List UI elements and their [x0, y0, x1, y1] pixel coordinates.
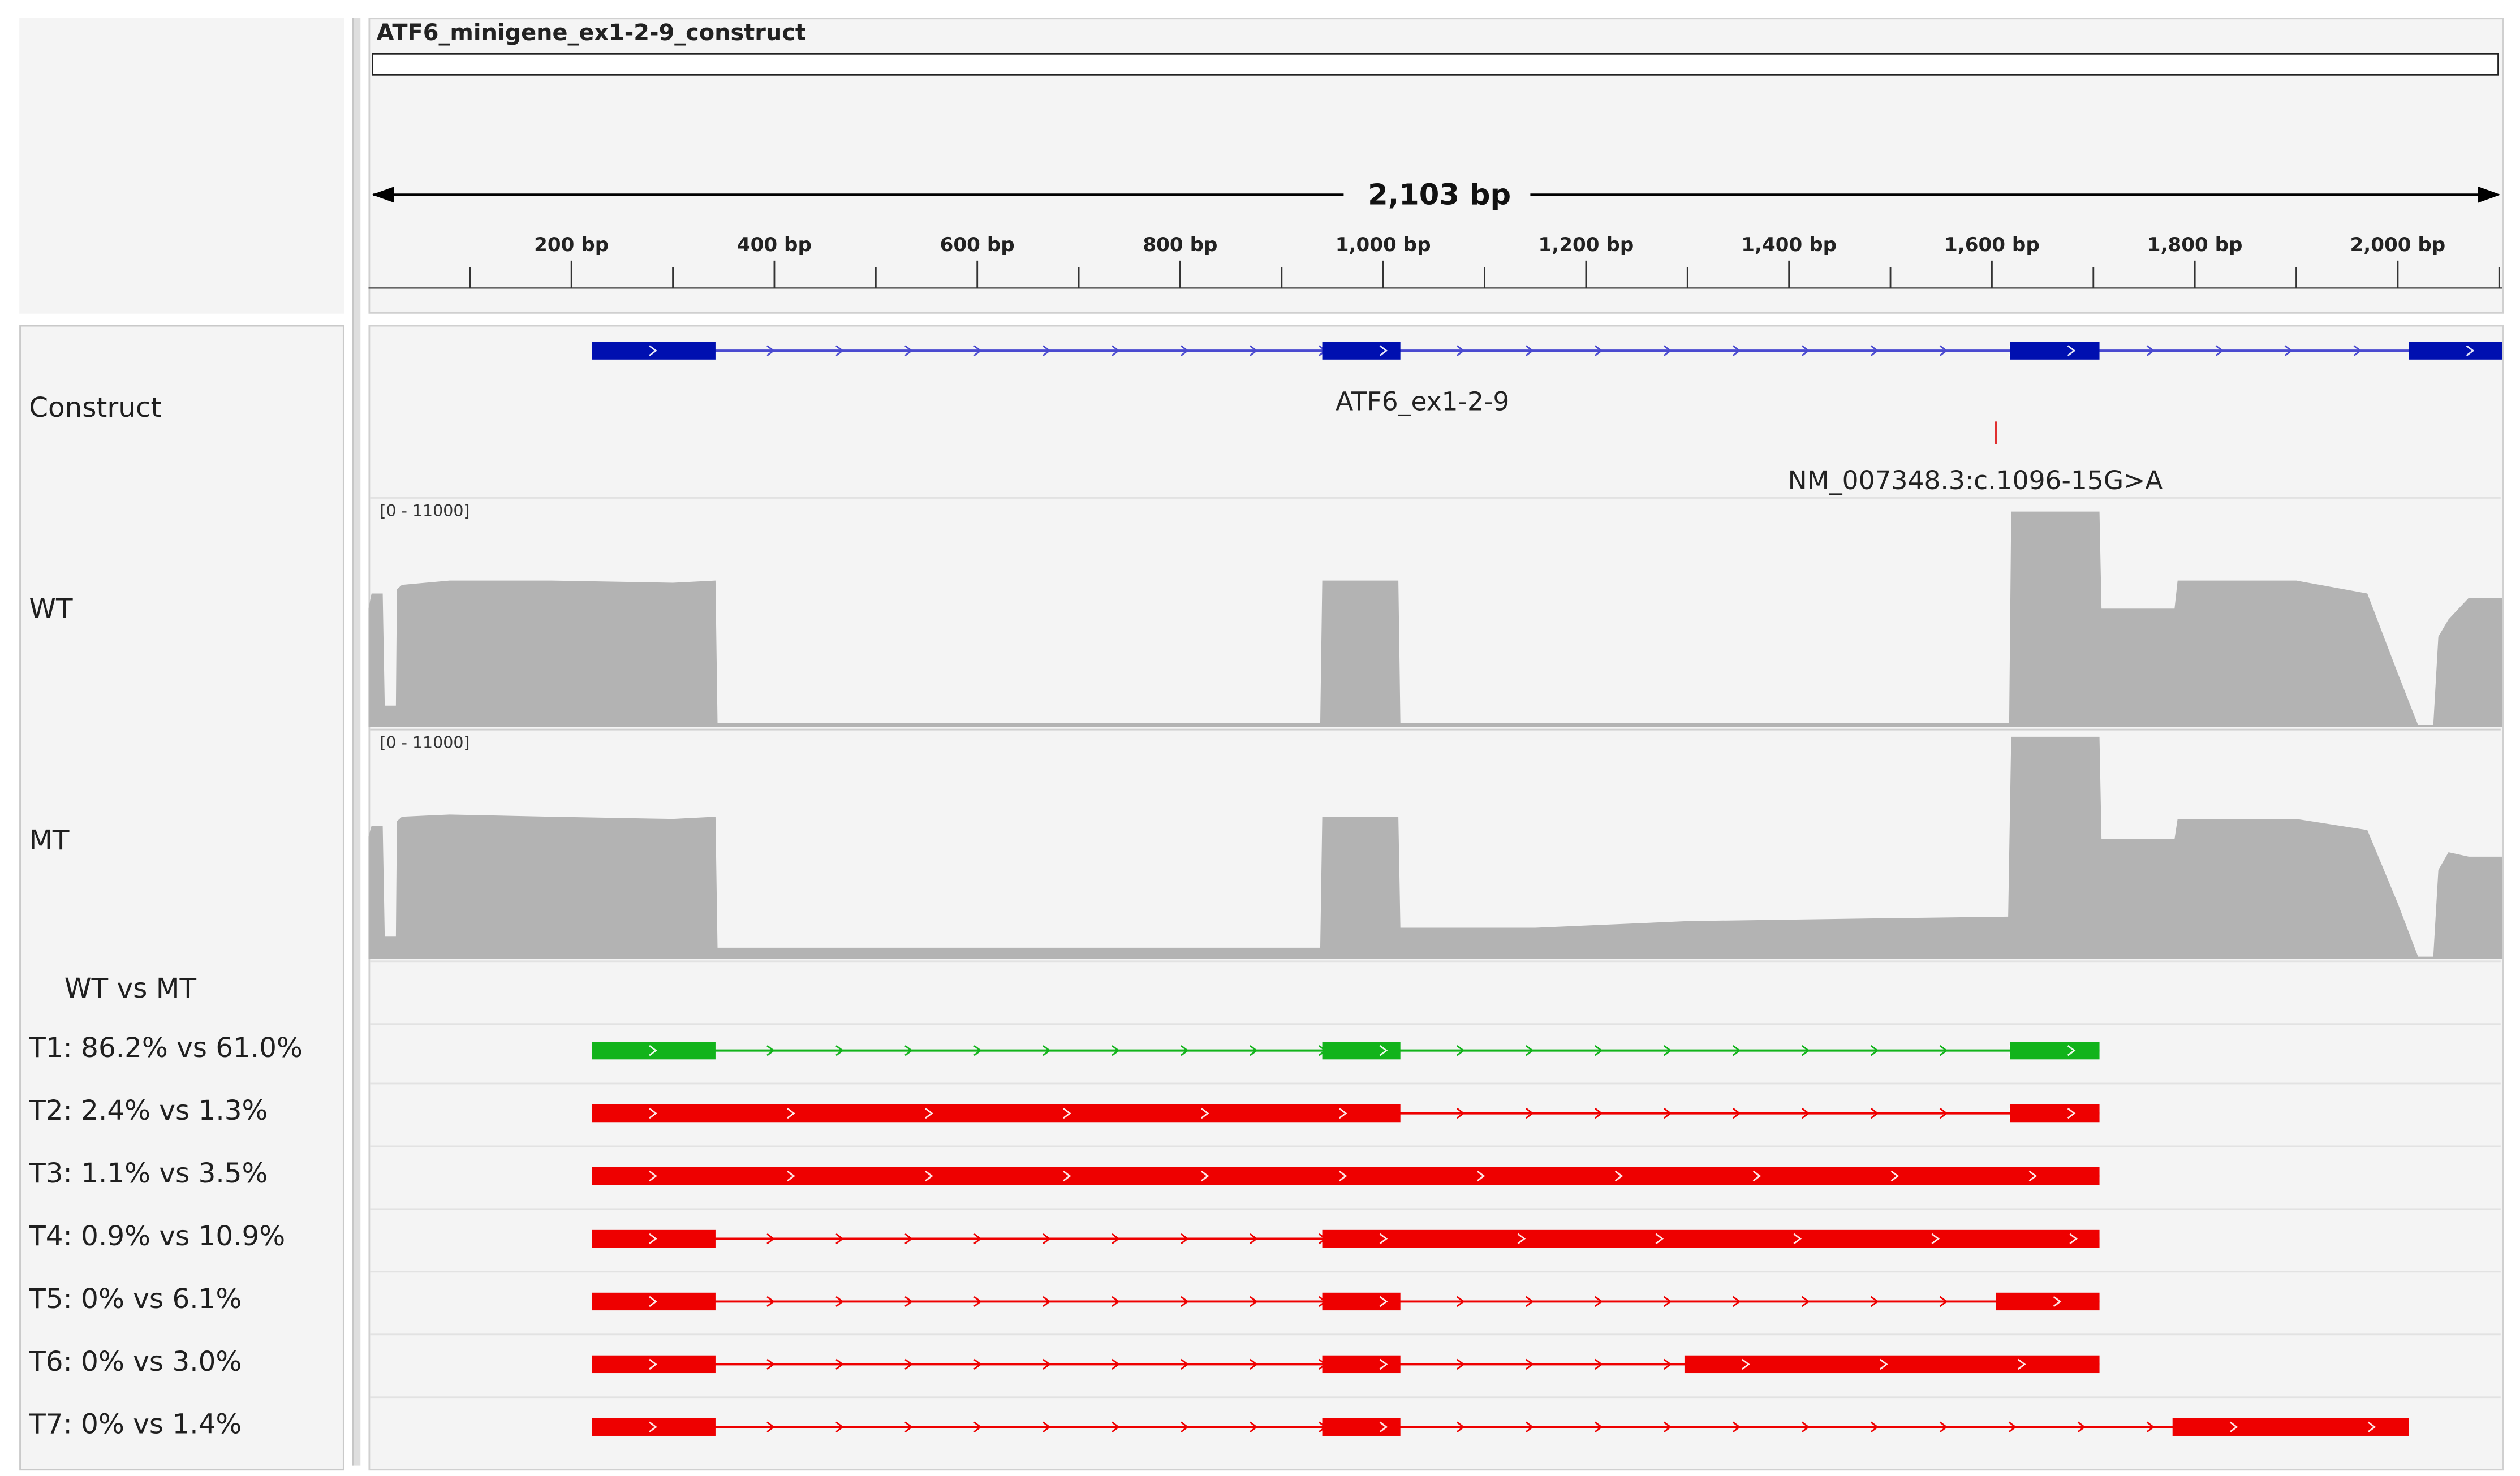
- track-label-mt[interactable]: MT: [29, 825, 70, 858]
- transcript-label[interactable]: T4: 0.9% vs 10.9%: [29, 1221, 286, 1254]
- wt-data-range: [0 - 11000]: [380, 503, 470, 521]
- ruler-tick-label: 200 bp: [534, 233, 609, 256]
- transcript-label[interactable]: T6: 0% vs 3.0%: [29, 1346, 242, 1379]
- track-label-wt[interactable]: WT: [29, 593, 73, 626]
- ruler-tick-label: 800 bp: [1143, 233, 1218, 256]
- variant-label: NM_007348.3:c.1096-15G>A: [1787, 465, 2163, 496]
- divider-mt: [370, 960, 2501, 963]
- transcript-label[interactable]: T3: 1.1% vs 3.5%: [29, 1158, 268, 1191]
- ruler-tick-label: 1,000 bp: [1335, 233, 1431, 256]
- ruler-tick-label: 1,200 bp: [1538, 233, 1634, 256]
- transcript-label[interactable]: T1: 86.2% vs 61.0%: [29, 1033, 303, 1065]
- row-divider: [370, 1271, 2501, 1273]
- ruler[interactable]: [368, 64, 2509, 322]
- comparison-header: WT vs MT: [64, 973, 197, 1005]
- ruler-tick-label: 1,800 bp: [2147, 233, 2243, 256]
- gene-name-label: ATF6_ex1-2-9: [1336, 386, 1510, 417]
- row-divider: [370, 1145, 2501, 1147]
- divider-construct: [370, 497, 2501, 499]
- span-label: 2,103 bp: [1368, 178, 1511, 213]
- row-divider: [370, 1208, 2501, 1210]
- ruler-tick-label: 1,600 bp: [1944, 233, 2040, 256]
- chromosome-ideogram[interactable]: [372, 53, 2499, 76]
- row-divider: [370, 1082, 2501, 1085]
- ruler-tick-label: 600 bp: [940, 233, 1015, 256]
- ruler-tick-label: 400 bp: [736, 233, 812, 256]
- arrowhead-left-icon: [372, 186, 394, 203]
- ruler-tick-label: 1,400 bp: [1741, 233, 1837, 256]
- mt-data-range: [0 - 11000]: [380, 735, 470, 753]
- track-name-panel: [19, 325, 344, 1471]
- row-divider: [370, 1396, 2501, 1399]
- transcript-label[interactable]: T7: 0% vs 1.4%: [29, 1409, 242, 1442]
- row-divider: [370, 1333, 2501, 1336]
- divider-wt: [370, 728, 2501, 731]
- reference-name: ATF6_minigene_ex1-2-9_construct: [376, 20, 806, 47]
- header-name-panel: [19, 18, 344, 314]
- transcript-label[interactable]: T5: 0% vs 6.1%: [29, 1284, 242, 1317]
- divider-header: [370, 1023, 2501, 1025]
- track-label-construct[interactable]: Construct: [29, 392, 162, 425]
- ruler-tick-label: 2,000 bp: [2350, 233, 2446, 256]
- transcript-label[interactable]: T2: 2.4% vs 1.3%: [29, 1095, 268, 1128]
- arrowhead-right-icon: [2478, 186, 2501, 203]
- panel-divider[interactable]: [352, 18, 361, 1466]
